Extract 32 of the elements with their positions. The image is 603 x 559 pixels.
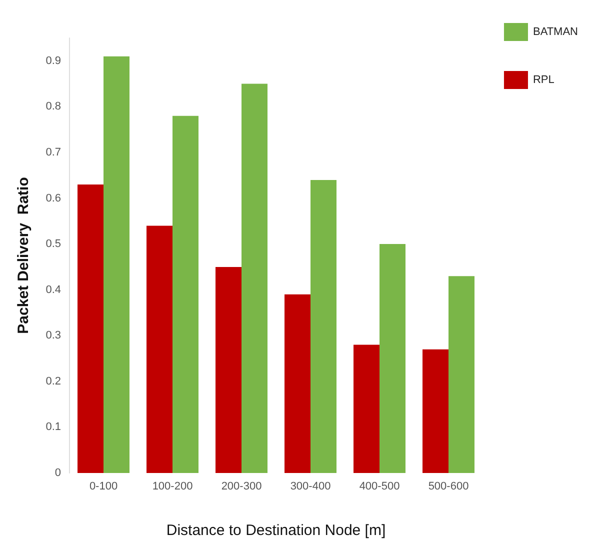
y-tick-label: 0.6 xyxy=(46,192,61,204)
bar xyxy=(104,56,130,473)
x-tick-label: 0-100 xyxy=(89,480,118,492)
y-tick-label: 0.8 xyxy=(46,100,61,113)
x-tick-label: 500-600 xyxy=(428,480,469,492)
x-tick-label: 100-200 xyxy=(152,480,193,492)
legend-label: BATMAN xyxy=(532,26,578,38)
bar xyxy=(78,184,104,473)
y-axis-title: Packet Delivery Ratio xyxy=(15,177,32,334)
y-tick-label: 0.5 xyxy=(46,238,61,250)
legend-label: RPL xyxy=(532,74,554,86)
x-tick-label: 300-400 xyxy=(290,480,331,492)
y-tick-label: 0.3 xyxy=(46,330,61,342)
bar xyxy=(380,244,406,473)
x-tick-label: 400-500 xyxy=(359,480,400,492)
y-tick-label: 0.1 xyxy=(46,421,61,434)
x-axis-title: Distance to Destination Node [m] xyxy=(166,522,386,539)
bar xyxy=(242,84,268,473)
x-tick-label: 200-300 xyxy=(221,480,262,492)
y-tick-label: 0 xyxy=(54,467,61,479)
bar xyxy=(354,344,380,473)
bar xyxy=(310,180,336,473)
bar xyxy=(284,294,310,473)
bar xyxy=(422,349,448,473)
y-tick-label: 0.7 xyxy=(46,146,61,158)
bar xyxy=(216,266,242,473)
bar xyxy=(172,116,198,473)
bar xyxy=(146,226,172,473)
y-tick-label: 0.2 xyxy=(46,375,61,388)
bar xyxy=(448,276,474,473)
y-tick-label: 0.4 xyxy=(46,284,61,296)
y-tick-label: 0.9 xyxy=(46,54,61,67)
